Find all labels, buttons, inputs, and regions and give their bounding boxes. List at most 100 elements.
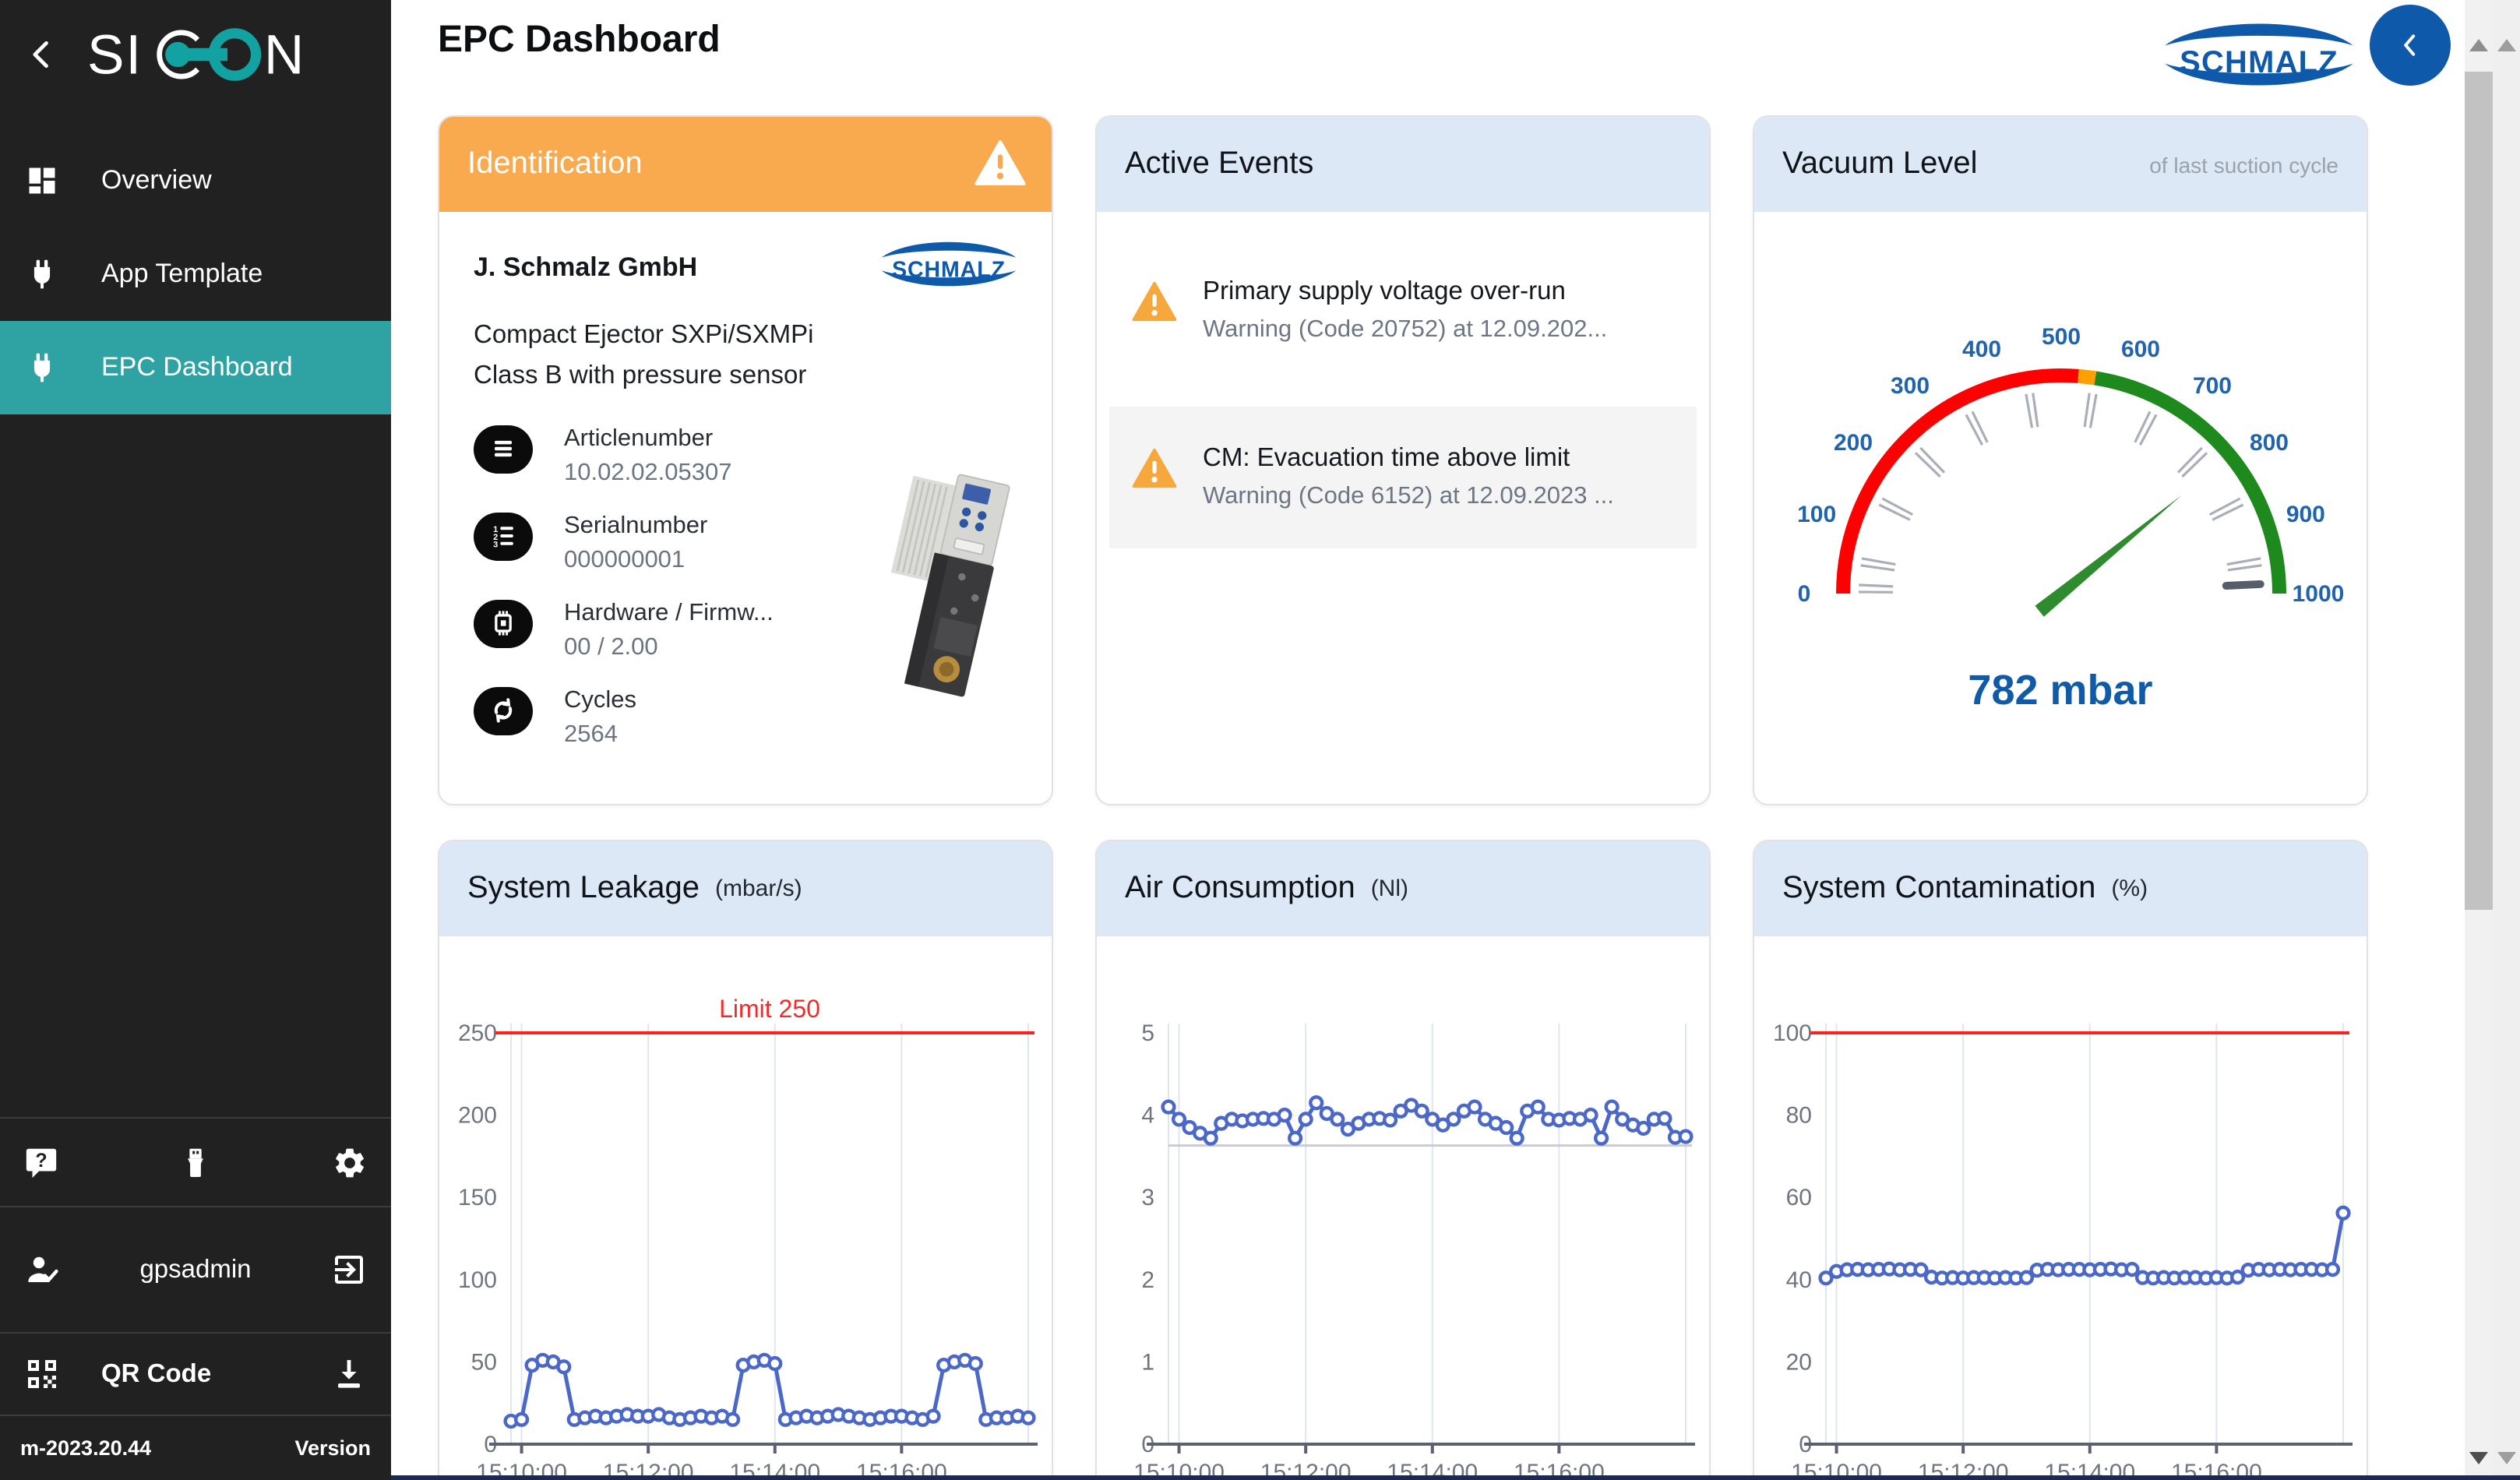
sidebar: SI N Overview App Tem — [0, 0, 391, 1480]
numbered-list-icon: 1 2 3 — [474, 513, 533, 561]
svg-text:20: 20 — [1786, 1349, 1812, 1375]
vacuum-level-title: Vacuum Level — [1782, 146, 1978, 182]
download-icon[interactable] — [330, 1355, 368, 1393]
identification-card: Identification J. Schmalz GmbH Compact E… — [438, 115, 1053, 805]
svg-text:?: ? — [35, 1149, 47, 1171]
gear-icon[interactable] — [332, 1144, 368, 1180]
vacuum-level-card: Vacuum Level of last suction cycle 0 100 2… — [1753, 115, 2368, 805]
system-leakage-unit: (mbar/s) — [715, 876, 802, 902]
scroll-down-icon[interactable] — [2497, 1452, 2516, 1464]
system-leakage-header: System Leakage (mbar/s) — [439, 841, 1052, 936]
version-label: Version — [294, 1436, 371, 1460]
svg-text:3: 3 — [1141, 1185, 1154, 1210]
main-content: EPC Dashboard SCHMALZ Identification — [391, 0, 2465, 1480]
svg-text:100: 100 — [458, 1267, 497, 1293]
scroll-down-icon[interactable] — [2469, 1452, 2488, 1464]
svg-text:150: 150 — [458, 1185, 497, 1210]
id-row-articlenumber: Articlenumber 10.02.02.05307 — [474, 425, 863, 488]
active-events-card: Active Events Primary supply voltage ove… — [1095, 115, 1711, 805]
svg-text:100: 100 — [1773, 1020, 1812, 1046]
svg-text:1: 1 — [1141, 1349, 1154, 1375]
sidebar-item-label: Overview — [101, 165, 212, 196]
svg-text:50: 50 — [471, 1349, 497, 1375]
svg-text:500: 500 — [2042, 324, 2081, 350]
identification-title: Identification — [467, 146, 643, 182]
svg-text:5: 5 — [1141, 1020, 1154, 1046]
warning-icon — [1131, 447, 1178, 489]
app-root: SI N Overview App Tem — [0, 0, 2520, 1480]
air-consumption-unit: (Nl) — [1371, 876, 1408, 902]
svg-text:700: 700 — [2193, 373, 2232, 399]
svg-text:200: 200 — [1834, 430, 1873, 456]
svg-text:3: 3 — [493, 541, 498, 550]
id-row-cycles: Cycles 2564 — [474, 687, 863, 749]
id-row-label: Cycles — [564, 687, 636, 715]
event-row[interactable]: CM: Evacuation time above limit Warning … — [1109, 407, 1697, 548]
air-consumption-header: Air Consumption (Nl) — [1097, 841, 1709, 936]
outer-scrollbar[interactable] — [2493, 0, 2520, 1480]
svg-text:300: 300 — [1891, 373, 1930, 399]
usb-device-icon[interactable] — [178, 1144, 213, 1180]
warning-icon — [974, 139, 1027, 187]
schmalz-logo: SCHMALZ — [2158, 12, 2360, 97]
svg-text:400: 400 — [1962, 337, 2001, 362]
svg-text:100: 100 — [1797, 502, 1836, 527]
active-events-title: Active Events — [1125, 146, 1313, 182]
product-description-line2: Class B with pressure sensor — [474, 356, 863, 397]
active-events-header: Active Events — [1097, 117, 1709, 212]
id-row-value: 10.02.02.05307 — [564, 460, 732, 488]
event-row[interactable]: Primary supply voltage over-run Warning … — [1109, 252, 1697, 369]
id-row-label: Serialnumber — [564, 513, 707, 541]
id-row-label: Articlenumber — [564, 425, 732, 453]
air-consumption-card: Air Consumption (Nl) 01234515:10:0015:12… — [1095, 840, 1711, 1480]
panel-collapse-button[interactable] — [2370, 5, 2451, 86]
svg-text:60: 60 — [1786, 1185, 1812, 1210]
id-row-value: 2564 — [564, 721, 636, 749]
system-contamination-title: System Contamination — [1782, 871, 2095, 907]
id-row-value: 000000001 — [564, 547, 707, 575]
sidebar-item-epc-dashboard[interactable]: EPC Dashboard — [0, 321, 391, 414]
id-row-hardware-firmware: Hardware / Firmw... 00 / 2.00 — [474, 600, 863, 662]
user-check-icon — [23, 1251, 61, 1288]
id-row-value: 00 / 2.00 — [564, 634, 774, 662]
svg-text:4: 4 — [1141, 1103, 1154, 1129]
chevron-left-icon — [25, 37, 59, 72]
svg-text:SCHMALZ: SCHMALZ — [2180, 45, 2338, 79]
scrollbar-thumb[interactable] — [2465, 72, 2493, 910]
svg-text:0: 0 — [1798, 581, 1811, 607]
event-detail: Warning (Code 6152) at 12.09.2023 ... — [1203, 483, 1614, 511]
scroll-up-icon[interactable] — [2497, 39, 2516, 51]
system-contamination-header: System Contamination (%) — [1754, 841, 2367, 936]
version-value: m-2023.20.44 — [20, 1436, 151, 1460]
svg-text:200: 200 — [458, 1103, 497, 1129]
scroll-up-icon[interactable] — [2469, 39, 2488, 51]
svg-text:SCHMALZ: SCHMALZ — [892, 258, 1006, 283]
sidebar-collapse-button[interactable] — [22, 34, 62, 75]
id-row-serialnumber: 1 2 3 Serialnumber 000000001 — [474, 513, 863, 575]
system-contamination-unit: (%) — [2111, 876, 2148, 902]
window-bottom-edge — [391, 1475, 2520, 1480]
schmalz-logo: SCHMALZ — [877, 234, 1020, 294]
sidebar-item-app-template[interactable]: App Template — [0, 227, 391, 321]
sidebar-item-label: App Template — [101, 259, 263, 290]
username: gpsadmin — [61, 1255, 330, 1284]
sidebar-bottom: ? gpsadmin — [0, 1117, 391, 1480]
logout-icon[interactable] — [330, 1251, 368, 1288]
qr-code-label[interactable]: QR Code — [101, 1359, 330, 1389]
svg-text:250: 250 — [458, 1020, 497, 1046]
sicon-logo: SI N — [87, 22, 321, 87]
system-contamination-chart: 02040608010015:10:0015:12:0015:14:0015:1… — [1754, 936, 2367, 1480]
sidebar-item-overview[interactable]: Overview — [0, 134, 391, 227]
vacuum-level-subtitle: of last suction cycle — [2149, 152, 2338, 177]
svg-text:80: 80 — [1786, 1103, 1812, 1129]
svg-text:600: 600 — [2121, 337, 2160, 362]
svg-text:900: 900 — [2286, 502, 2325, 527]
help-icon[interactable]: ? — [23, 1144, 59, 1180]
identification-header: Identification — [439, 117, 1052, 212]
svg-text:1000: 1000 — [2293, 581, 2345, 607]
svg-text:Limit 250: Limit 250 — [719, 995, 820, 1023]
inner-scrollbar[interactable] — [2465, 0, 2493, 1480]
plug-icon — [25, 257, 59, 291]
sidebar-item-label: EPC Dashboard — [101, 352, 293, 383]
qr-code-icon — [23, 1355, 61, 1393]
